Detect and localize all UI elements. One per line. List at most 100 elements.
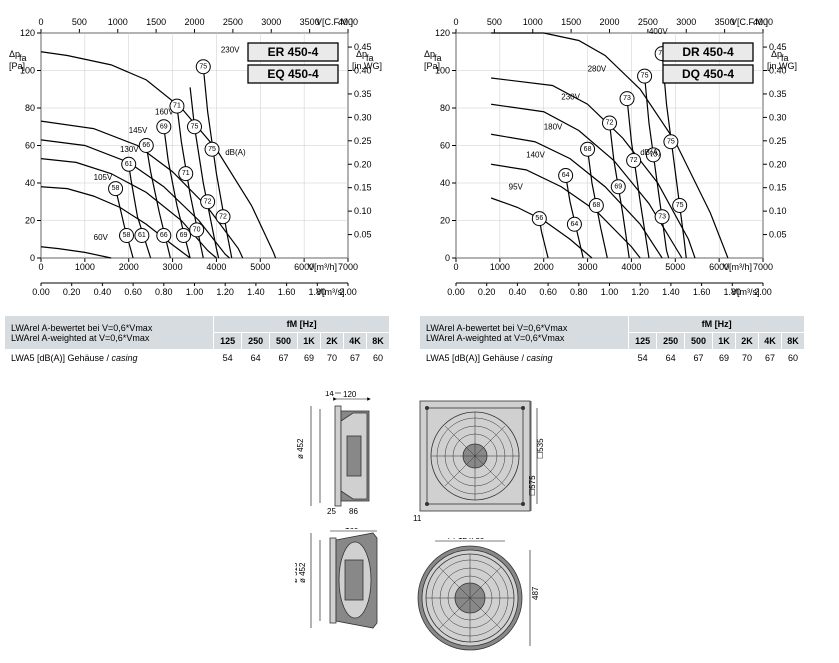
sound-value: 70 bbox=[320, 350, 343, 367]
svg-text:160: 160 bbox=[345, 528, 359, 531]
svg-text:V[m³/s]: V[m³/s] bbox=[316, 287, 345, 297]
svg-text:68: 68 bbox=[584, 146, 592, 153]
svg-text:66: 66 bbox=[142, 142, 150, 149]
svg-text:20: 20 bbox=[440, 216, 450, 226]
freq-header: 4K bbox=[343, 333, 366, 350]
svg-text:230V: 230V bbox=[221, 46, 240, 55]
sound-value: 54 bbox=[629, 350, 657, 367]
svg-text:0.60: 0.60 bbox=[539, 287, 557, 297]
svg-text:0.25: 0.25 bbox=[354, 136, 372, 146]
svg-text:68: 68 bbox=[592, 202, 600, 209]
svg-text:2000: 2000 bbox=[534, 262, 554, 272]
freq-header: 1K bbox=[297, 333, 320, 350]
sound-table-left: LWArel A-bewertet bei V=0,6*Vmax LWArel … bbox=[5, 315, 390, 366]
freq-header: 250 bbox=[657, 333, 685, 350]
svg-text:7000: 7000 bbox=[753, 262, 773, 272]
svg-text:140V: 140V bbox=[526, 151, 545, 160]
svg-text:60V: 60V bbox=[94, 233, 109, 242]
svg-text:[Pa]: [Pa] bbox=[9, 61, 25, 71]
svg-text:2500: 2500 bbox=[638, 17, 658, 27]
svg-text:0.30: 0.30 bbox=[354, 112, 372, 122]
sound-row-label: LWA5 [dB(A)] Gehäuse / casing bbox=[420, 350, 629, 367]
svg-text:71: 71 bbox=[173, 103, 181, 110]
svg-text:0.05: 0.05 bbox=[769, 230, 787, 240]
svg-text:120: 120 bbox=[435, 28, 450, 38]
svg-text:1.40: 1.40 bbox=[247, 287, 265, 297]
svg-text:0.05: 0.05 bbox=[354, 230, 372, 240]
freq-header: 8K bbox=[366, 333, 389, 350]
svg-text:DR 450-4: DR 450-4 bbox=[682, 45, 734, 59]
svg-text:EQ 450-4: EQ 450-4 bbox=[267, 67, 319, 81]
svg-text:40: 40 bbox=[440, 178, 450, 188]
svg-text:2000: 2000 bbox=[119, 262, 139, 272]
svg-text:5000: 5000 bbox=[665, 262, 685, 272]
svg-text:V[m³/s]: V[m³/s] bbox=[731, 287, 760, 297]
svg-text:64: 64 bbox=[562, 172, 570, 179]
svg-text:0.40: 0.40 bbox=[509, 287, 527, 297]
svg-text:0.80: 0.80 bbox=[570, 287, 588, 297]
svg-text:[in.WG]: [in.WG] bbox=[352, 61, 382, 71]
svg-text:11: 11 bbox=[413, 514, 422, 523]
sound-header-freq: fM [Hz] bbox=[629, 316, 805, 333]
svg-text:0.35: 0.35 bbox=[354, 89, 372, 99]
svg-text:58: 58 bbox=[112, 185, 120, 192]
sound-value: 67 bbox=[758, 350, 781, 367]
svg-text:1.40: 1.40 bbox=[662, 287, 680, 297]
svg-text:400V: 400V bbox=[649, 27, 668, 36]
svg-text:75: 75 bbox=[208, 146, 216, 153]
svg-text:72: 72 bbox=[219, 213, 227, 220]
freq-header: 4K bbox=[758, 333, 781, 350]
svg-text:0.00: 0.00 bbox=[32, 287, 50, 297]
svg-text:0.20: 0.20 bbox=[354, 159, 372, 169]
svg-text:25: 25 bbox=[327, 507, 336, 516]
svg-text:2500: 2500 bbox=[223, 17, 243, 27]
svg-text:72: 72 bbox=[204, 198, 212, 205]
svg-text:61: 61 bbox=[138, 232, 146, 239]
svg-text:[Pa]: [Pa] bbox=[424, 61, 440, 71]
svg-text:487: 487 bbox=[531, 586, 540, 600]
svg-text:1000: 1000 bbox=[108, 17, 128, 27]
svg-text:7 / 12 x 30°: 7 / 12 x 30° bbox=[447, 538, 488, 541]
technical-drawings-row: 120 14 ø 452 ø 495 25 86 ø 452 ø 515 bbox=[5, 391, 834, 658]
sound-value: 67 bbox=[270, 350, 298, 367]
svg-text:7000: 7000 bbox=[338, 262, 358, 272]
svg-text:0.00: 0.00 bbox=[447, 287, 465, 297]
svg-text:2000: 2000 bbox=[599, 17, 619, 27]
svg-text:1500: 1500 bbox=[146, 17, 166, 27]
svg-text:ø 452: ø 452 bbox=[298, 562, 307, 583]
sound-value: 70 bbox=[735, 350, 758, 367]
svg-text:20: 20 bbox=[25, 216, 35, 226]
svg-text:70: 70 bbox=[193, 226, 201, 233]
sound-table-right: LWArel A-bewertet bei V=0,6*Vmax LWArel … bbox=[420, 315, 805, 366]
svg-text:0: 0 bbox=[445, 253, 450, 263]
svg-text:ER 450-4: ER 450-4 bbox=[268, 45, 319, 59]
svg-text:0.60: 0.60 bbox=[124, 287, 142, 297]
sound-header-left: LWArel A-bewertet bei V=0,6*Vmax LWArel … bbox=[420, 316, 629, 350]
drawing-bottom-side: ø 452 ø 515 160 bbox=[295, 528, 385, 633]
drawing-bottom-front: 487 7 / 12 x 30° bbox=[405, 538, 545, 658]
chart-left-unit: 01000200030004000500060007000V[m³/h]0500… bbox=[5, 5, 390, 366]
sound-header-left: LWArel A-bewertet bei V=0,6*Vmax LWArel … bbox=[5, 316, 214, 350]
sound-value: 60 bbox=[366, 350, 389, 367]
svg-text:95V: 95V bbox=[509, 182, 524, 191]
svg-text:75: 75 bbox=[199, 63, 207, 70]
svg-text:80: 80 bbox=[440, 103, 450, 113]
fan-chart-right: 01000200030004000500060007000V[m³/h]0500… bbox=[420, 5, 805, 300]
svg-text:0.10: 0.10 bbox=[354, 206, 372, 216]
svg-text:V[C.F.M.]: V[C.F.M.] bbox=[316, 17, 353, 27]
freq-header: 8K bbox=[781, 333, 804, 350]
svg-text:72: 72 bbox=[630, 157, 638, 164]
svg-text:0.40: 0.40 bbox=[94, 287, 112, 297]
svg-text:75: 75 bbox=[667, 138, 675, 145]
svg-text:180V: 180V bbox=[544, 122, 563, 131]
freq-header: 125 bbox=[214, 333, 242, 350]
svg-text:V[m³/h]: V[m³/h] bbox=[308, 262, 337, 272]
drawings-front-views: ☐535 ☐575 11 487 7 / 12 x 30° bbox=[405, 391, 545, 658]
svg-text:1000: 1000 bbox=[75, 262, 95, 272]
svg-text:2000: 2000 bbox=[184, 17, 204, 27]
svg-text:1.00: 1.00 bbox=[186, 287, 204, 297]
svg-text:dB(A): dB(A) bbox=[225, 148, 246, 157]
svg-text:1.00: 1.00 bbox=[601, 287, 619, 297]
svg-text:0.15: 0.15 bbox=[354, 183, 372, 193]
svg-text:500: 500 bbox=[72, 17, 87, 27]
